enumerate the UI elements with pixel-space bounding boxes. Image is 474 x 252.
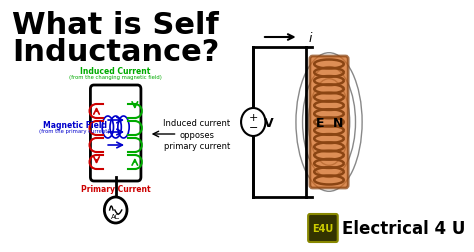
Text: What is Self: What is Self	[12, 11, 219, 40]
Text: +: +	[248, 113, 258, 122]
Text: Magnetic Field: Magnetic Field	[43, 120, 107, 129]
Text: Electrical 4 U: Electrical 4 U	[342, 219, 465, 237]
Text: AC: AC	[111, 213, 120, 219]
Text: N: N	[333, 116, 343, 129]
Text: (from the changing magnetic field): (from the changing magnetic field)	[69, 74, 162, 79]
Circle shape	[241, 109, 265, 137]
Text: E: E	[316, 116, 325, 129]
FancyBboxPatch shape	[308, 214, 338, 242]
Text: Induced current
opposes
primary current: Induced current opposes primary current	[163, 118, 230, 151]
Text: Primary Current: Primary Current	[81, 185, 150, 194]
Circle shape	[104, 197, 127, 223]
Text: Induced Current: Induced Current	[81, 66, 151, 75]
Text: i: i	[308, 32, 311, 44]
Text: V: V	[264, 116, 274, 129]
FancyBboxPatch shape	[91, 86, 141, 181]
Text: (from the primary current): (from the primary current)	[39, 128, 110, 133]
FancyBboxPatch shape	[310, 57, 348, 188]
Text: Inductance?: Inductance?	[12, 38, 219, 67]
Text: E4U: E4U	[312, 223, 334, 233]
Text: −: −	[248, 122, 258, 133]
